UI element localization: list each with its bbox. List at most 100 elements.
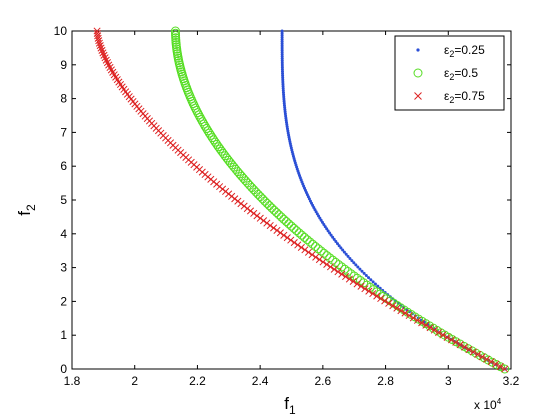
data-point — [280, 67, 284, 71]
data-point — [267, 203, 277, 213]
data-point — [203, 126, 213, 136]
x-tick-label: 3.2 — [503, 374, 520, 388]
data-point — [284, 219, 294, 229]
legend: ε2=0.25 ε2=0.5 ε2=0.75 — [394, 35, 505, 111]
data-point — [364, 273, 368, 277]
data-point — [397, 307, 405, 315]
data-point — [447, 336, 456, 344]
data-point — [337, 244, 341, 248]
data-point — [250, 209, 258, 217]
data-point — [287, 236, 295, 244]
data-point — [362, 271, 366, 275]
data-point — [202, 124, 212, 134]
data-point — [280, 46, 284, 50]
data-point — [304, 248, 313, 256]
data-point — [95, 37, 103, 45]
data-point — [369, 278, 373, 282]
data-point — [422, 321, 430, 329]
data-point — [496, 363, 504, 371]
data-point — [430, 326, 438, 334]
data-point — [342, 273, 350, 281]
data-point — [345, 275, 353, 283]
data-point — [348, 256, 352, 260]
data-point — [96, 42, 104, 50]
data-point — [352, 261, 356, 265]
data-point — [322, 222, 326, 226]
data-point — [435, 328, 443, 337]
data-point — [389, 302, 397, 310]
data-point — [255, 192, 265, 202]
data-point — [310, 242, 320, 252]
data-point — [356, 265, 360, 269]
legend-item-series-2: ε2=0.5 — [413, 66, 478, 82]
data-point — [373, 292, 381, 300]
data-point — [325, 227, 329, 231]
data-point — [240, 202, 248, 210]
data-point — [281, 91, 285, 95]
y-tick-label: 9 — [60, 58, 67, 72]
data-point — [98, 46, 106, 55]
data-point — [299, 232, 309, 242]
data-point — [279, 214, 289, 224]
data-point — [331, 257, 341, 267]
data-point — [323, 225, 327, 229]
data-point — [326, 263, 335, 271]
data-point — [243, 204, 251, 213]
data-point — [289, 223, 299, 233]
data-point — [297, 230, 307, 240]
data-point — [426, 324, 434, 332]
data-point — [100, 51, 108, 59]
data-point — [418, 319, 426, 327]
data-point — [393, 304, 401, 312]
data-point — [280, 29, 284, 33]
data-point — [500, 364, 510, 374]
x-axis-multiplier: x 104 — [474, 397, 502, 412]
data-point — [283, 234, 291, 242]
data-point — [266, 221, 274, 230]
legend-marker-circle — [413, 68, 423, 78]
data-point — [212, 139, 222, 149]
data-point — [280, 48, 284, 52]
data-point — [262, 198, 272, 208]
data-point — [199, 119, 209, 129]
data-point — [276, 229, 284, 237]
series-2 — [170, 26, 510, 374]
data-point — [371, 280, 375, 284]
x-tick-label: 1.8 — [64, 374, 81, 388]
data-point — [474, 350, 482, 358]
data-point — [204, 128, 214, 138]
data-point — [353, 280, 361, 288]
data-point — [405, 311, 413, 320]
data-point — [330, 265, 338, 273]
data-point — [281, 217, 291, 227]
data-point — [478, 353, 486, 361]
data-point — [373, 282, 377, 286]
data-point — [294, 241, 302, 249]
data-point — [334, 239, 338, 243]
x-tick-label: 2.8 — [377, 374, 394, 388]
data-point — [193, 108, 203, 118]
data-point — [326, 229, 330, 233]
series-3 — [93, 27, 509, 373]
data-point — [357, 282, 365, 290]
data-point — [341, 248, 345, 252]
data-point — [271, 207, 281, 217]
data-point — [280, 231, 288, 239]
data-point — [323, 260, 331, 268]
x-axis-label: f1 — [284, 394, 296, 417]
data-point — [308, 251, 316, 259]
data-point — [171, 28, 181, 38]
data-point — [281, 84, 285, 88]
data-point — [280, 38, 284, 42]
data-point — [218, 148, 228, 158]
data-point — [369, 290, 377, 298]
y-axis-label-sub: 2 — [24, 204, 38, 211]
x-axis-label-main: f — [284, 394, 289, 413]
data-point — [263, 219, 271, 227]
data-point — [332, 237, 336, 241]
data-point — [349, 277, 357, 286]
data-point — [346, 254, 350, 258]
data-point — [315, 256, 323, 264]
data-point — [319, 258, 327, 266]
y-tick-label: 6 — [60, 159, 67, 173]
